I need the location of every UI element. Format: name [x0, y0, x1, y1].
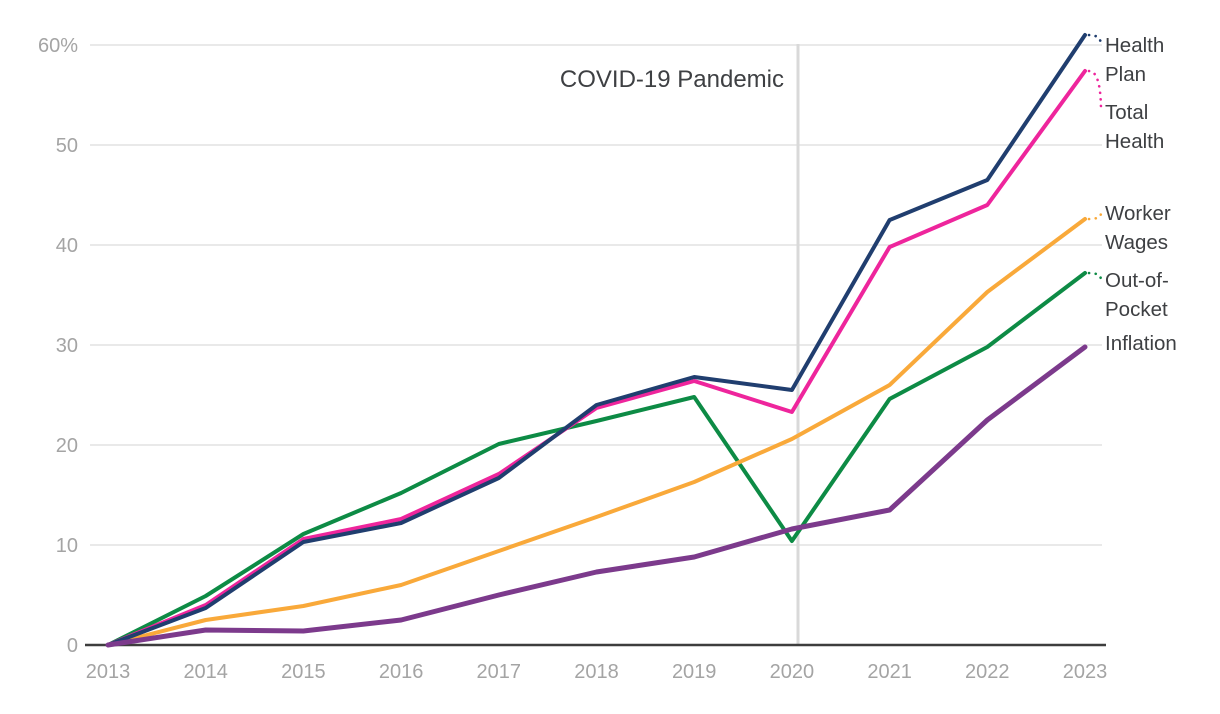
- series-line-total-health: [106, 69, 1087, 647]
- series-end-label-worker-wages: Worker: [1105, 202, 1171, 225]
- y-tick-label-0: 0: [67, 635, 78, 657]
- series-end-label-inflation: Inflation: [1105, 332, 1177, 355]
- leader-line-worker-wages: [1087, 211, 1103, 221]
- series-line-health-plan: [106, 33, 1087, 647]
- series-end-label-health-plan-line2: Plan: [1105, 63, 1146, 86]
- x-tick-label-2019: 2019: [672, 661, 717, 683]
- x-tick-label-2022: 2022: [965, 661, 1010, 683]
- x-tick-label-2016: 2016: [379, 661, 424, 683]
- y-tick-label-10: 10: [56, 535, 78, 557]
- x-tick-label-2018: 2018: [574, 661, 619, 683]
- leader-line-out-of-pocket: [1087, 271, 1103, 282]
- series-line-out-of-pocket: [106, 271, 1087, 647]
- x-tick-label-2020: 2020: [770, 661, 815, 683]
- x-tick-label-2015: 2015: [281, 661, 326, 683]
- series-end-label-worker-wages-line2: Wages: [1105, 231, 1168, 254]
- y-tick-label-20: 20: [56, 435, 78, 457]
- y-tick-label-40: 40: [56, 235, 78, 257]
- x-tick-label-2023: 2023: [1063, 661, 1108, 683]
- covid-annotation-label: COVID-19 Pandemic: [560, 66, 784, 93]
- series-end-label-health-plan: Health: [1105, 34, 1164, 57]
- x-tick-label-2021: 2021: [867, 661, 912, 683]
- series-end-label-out-of-pocket: Out-of-: [1105, 269, 1169, 292]
- series-line-inflation: [105, 344, 1088, 648]
- series-end-label-out-of-pocket-line2: Pocket: [1105, 298, 1168, 321]
- leader-line-total-health: [1087, 69, 1103, 114]
- x-tick-label-2013: 2013: [86, 661, 131, 683]
- y-tick-label-30: 30: [56, 335, 78, 357]
- y-tick-label-60: 60%: [38, 35, 78, 57]
- x-tick-label-2014: 2014: [183, 661, 228, 683]
- x-tick-label-2017: 2017: [477, 661, 522, 683]
- series-line-worker-wages: [106, 217, 1087, 647]
- leader-line-health-plan: [1087, 33, 1103, 47]
- series-end-label-total-health-line2: Health: [1105, 130, 1164, 153]
- series-end-label-total-health: Total: [1105, 101, 1148, 124]
- y-tick-label-50: 50: [56, 135, 78, 157]
